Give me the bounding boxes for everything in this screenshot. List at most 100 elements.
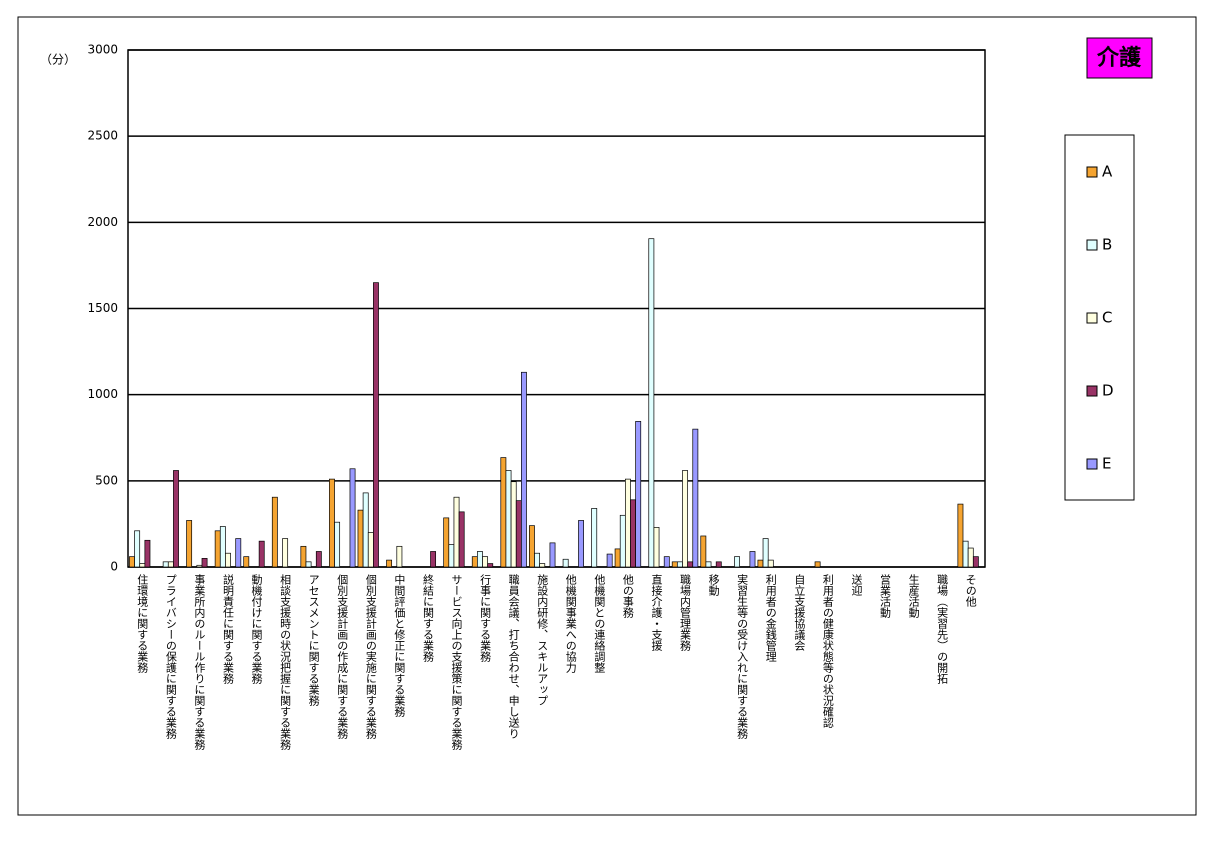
bar [367, 532, 374, 568]
bar [305, 561, 312, 568]
bar [300, 545, 307, 568]
bar [443, 517, 450, 568]
x-tick-label: 個別支援計画の作成に関する業務 [336, 574, 349, 740]
bar [373, 282, 379, 568]
bar [635, 421, 642, 568]
x-tick-label: 生産活動 [907, 573, 920, 619]
bar [201, 558, 208, 568]
bar [214, 530, 221, 568]
bar [700, 535, 707, 568]
bar [529, 525, 535, 568]
bar [258, 540, 265, 568]
bar [549, 542, 556, 568]
bar [972, 556, 979, 568]
x-tick-label: サービス向上の支援策に関する業務 [450, 574, 463, 751]
bar [282, 538, 289, 568]
y-tick-label: 0 [110, 560, 118, 574]
x-tick-label: 自立支援協議会 [793, 574, 806, 651]
bar [129, 556, 135, 568]
bar [757, 559, 764, 568]
x-tick-label: 他機関事業への協力 [564, 574, 577, 673]
bar [614, 548, 621, 568]
bar [619, 514, 626, 568]
title-badge [1086, 37, 1153, 79]
bar [578, 520, 584, 568]
legend-swatch [1086, 312, 1098, 324]
bar [453, 496, 460, 568]
bar [762, 538, 769, 568]
bar [500, 457, 507, 568]
bar [315, 551, 322, 568]
x-tick-label: 直接介護・支援 [650, 573, 663, 652]
bar [676, 561, 683, 568]
bar [692, 428, 699, 568]
legend-label: D [1102, 382, 1114, 400]
x-tick-label: 施設内研修、スキルアップ [536, 574, 549, 706]
bar [591, 508, 598, 568]
bar [967, 547, 974, 568]
bar [814, 561, 821, 568]
bar [139, 563, 146, 568]
bar [648, 238, 655, 568]
x-tick-label: 終結に関する業務 [421, 573, 434, 663]
x-tick-label: 他機関との連絡調整 [593, 574, 606, 673]
bar [705, 561, 712, 568]
x-tick-label: 説明責任に関する業務 [221, 573, 234, 685]
bar [386, 559, 393, 568]
bar [448, 544, 455, 568]
bar [173, 470, 179, 568]
x-tick-label: 職場内管理業務 [679, 574, 692, 652]
bar [334, 521, 341, 568]
x-tick-label: 中間評価と修正に関する業務 [393, 574, 406, 718]
bar [162, 561, 169, 568]
y-tick-label: 2500 [87, 129, 118, 143]
bar [396, 545, 403, 568]
x-tick-label: 個別支援計画の実施に関する業務 [364, 574, 377, 740]
x-tick-label: その他 [964, 574, 977, 607]
bar [357, 509, 364, 568]
legend-swatch [1086, 166, 1098, 178]
y-tick-label: 1500 [87, 301, 118, 315]
bar [430, 551, 437, 568]
bar [243, 556, 250, 568]
bar [606, 553, 613, 568]
bar [196, 564, 203, 568]
bar [510, 481, 517, 568]
legend-swatch [1086, 458, 1098, 470]
bar [534, 552, 540, 568]
x-tick-label: 移動 [707, 574, 720, 597]
bar [749, 551, 756, 568]
bar [482, 556, 489, 568]
bar [715, 561, 722, 568]
bar [186, 520, 193, 568]
x-tick-label: アセスメントに関する業務 [307, 574, 320, 707]
legend-box [1064, 134, 1135, 501]
x-tick-label: 職場（実習先）の開拓 [936, 574, 949, 684]
legend-swatch [1086, 385, 1098, 397]
bar [957, 503, 964, 568]
x-tick-label: 動機付けに関する業務 [250, 573, 263, 685]
x-tick-label: 住環境に関する業務 [136, 573, 149, 674]
bar [167, 561, 174, 568]
bar [562, 558, 569, 568]
bar [487, 563, 494, 568]
bar [134, 530, 141, 568]
bar [362, 492, 369, 568]
bar [505, 470, 512, 568]
y-tick-label: 3000 [87, 43, 118, 57]
bar [521, 371, 527, 568]
x-tick-label: 実習生等の受け入れに関する業務 [736, 573, 749, 740]
bar [235, 538, 242, 568]
x-tick-label: プライバシーの保護に関する業務 [164, 574, 177, 740]
bar [734, 556, 740, 568]
bar [219, 526, 226, 568]
bar [663, 556, 670, 568]
x-tick-label: 営業活動 [879, 573, 892, 619]
x-tick-label: 相談支援時の状況把握に関する業務 [279, 574, 292, 751]
legend-swatch [1086, 239, 1098, 251]
bar [515, 500, 522, 568]
bar [624, 478, 631, 568]
bar [271, 496, 278, 568]
bar [349, 468, 356, 568]
